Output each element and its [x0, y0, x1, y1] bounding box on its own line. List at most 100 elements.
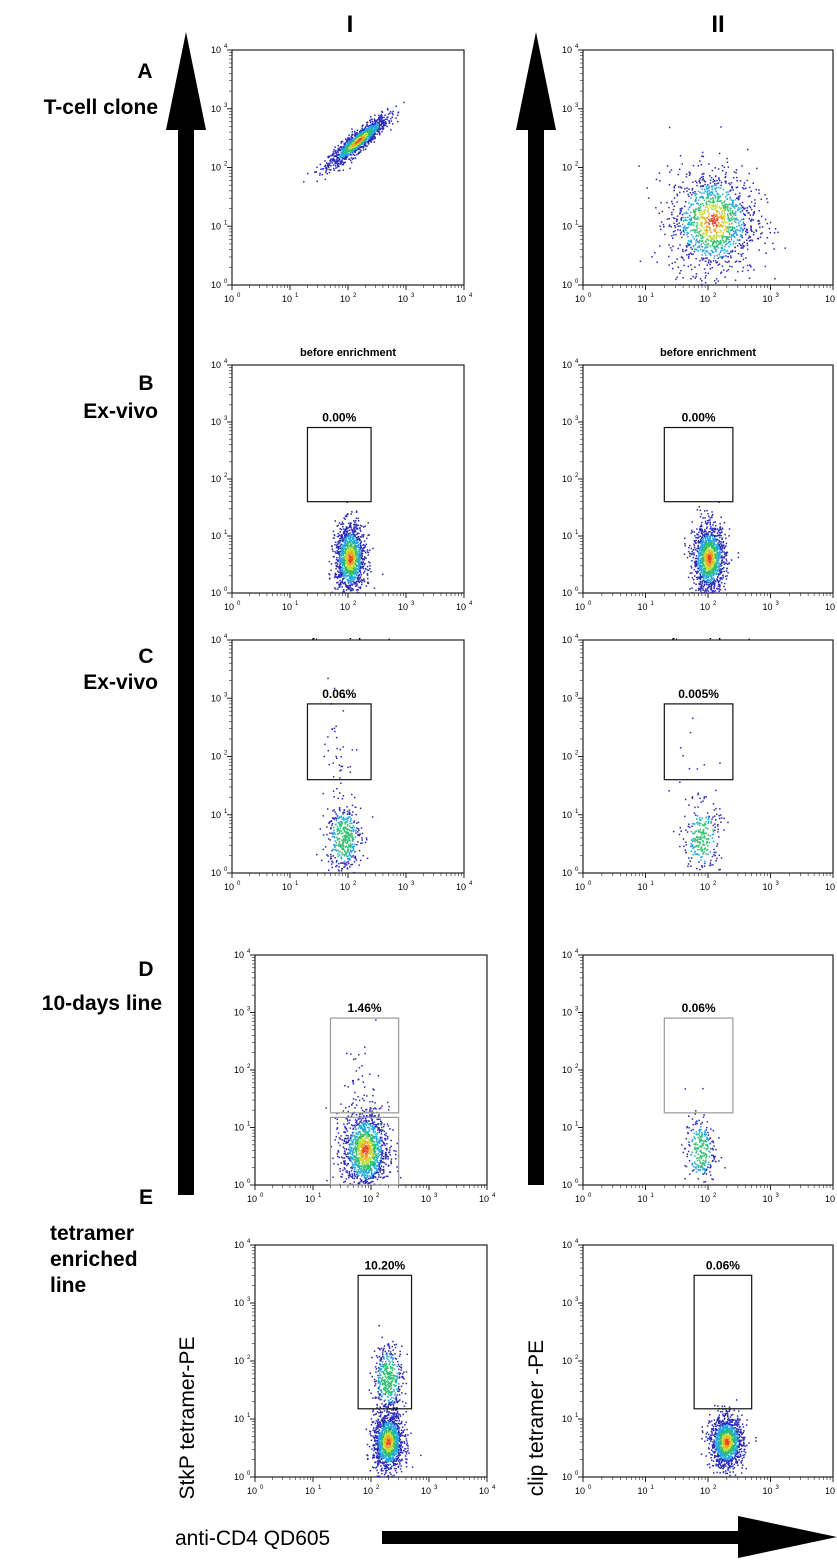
event-dot: [720, 242, 722, 245]
event-dot: [345, 537, 347, 539]
event-dot: [760, 198, 762, 201]
event-dot: [720, 543, 722, 545]
event-dot: [699, 160, 701, 162]
event-dot: [709, 530, 711, 533]
event-dot: [668, 206, 670, 209]
event-dot: [677, 173, 679, 176]
event-dot: [714, 521, 716, 523]
event-dot: [340, 598, 342, 600]
event-dot: [334, 146, 336, 148]
event-dot: [343, 532, 346, 535]
event-dot: [359, 144, 361, 147]
event-dot: [367, 561, 370, 563]
event-dot: [349, 542, 352, 544]
event-dot: [706, 216, 708, 219]
event-dot: [728, 182, 730, 185]
event-dot: [731, 249, 734, 252]
event-dot: [359, 148, 361, 151]
event-dot: [349, 159, 352, 162]
event-dot: [703, 179, 705, 182]
event-dot: [353, 520, 355, 522]
event-dot: [364, 126, 367, 128]
event-dot: [695, 555, 698, 557]
event-dot: [369, 131, 371, 134]
event-dot: [671, 235, 673, 237]
event-dot: [351, 542, 354, 544]
event-dot: [319, 163, 322, 166]
event-dot: [742, 229, 744, 231]
event-dot: [354, 611, 356, 613]
event-dot: [351, 151, 353, 153]
event-dot: [320, 168, 322, 171]
event-dot: [359, 566, 361, 569]
event-dot: [345, 550, 347, 552]
event-dot: [345, 577, 347, 579]
event-dot: [348, 578, 350, 580]
event-dot: [745, 233, 747, 236]
event-dot: [341, 535, 343, 537]
event-dot: [709, 182, 712, 184]
event-dot: [359, 151, 362, 153]
event-dot: [336, 159, 338, 161]
event-dot: [348, 541, 350, 544]
event-dot: [760, 215, 763, 218]
event-dot: [734, 279, 737, 281]
event-dot: [349, 566, 351, 568]
event-dot: [710, 532, 713, 534]
event-dot: [333, 149, 335, 151]
event-dot: [350, 553, 352, 555]
event-dot: [383, 120, 385, 122]
event-dot: [363, 563, 366, 566]
event-dot: [720, 239, 722, 242]
event-dot: [706, 565, 708, 567]
event-dot: [386, 116, 388, 119]
event-dot: [355, 523, 358, 525]
event-dot: [339, 569, 341, 572]
event-dot: [713, 205, 715, 207]
event-dot: [350, 154, 352, 156]
event-dot: [693, 250, 696, 253]
event-dot: [710, 218, 712, 220]
event-dot: [346, 532, 348, 535]
event-dot: [670, 169, 673, 171]
event-dot: [357, 542, 359, 544]
event-dot: [672, 208, 675, 211]
event-dot: [719, 552, 721, 555]
event-dot: [727, 216, 729, 218]
event-dot: [720, 546, 722, 548]
event-dot: [354, 523, 356, 526]
event-dot: [703, 531, 705, 533]
event-dot: [356, 538, 359, 540]
event-dot: [717, 280, 720, 282]
event-dot: [341, 164, 343, 166]
event-dot: [345, 526, 348, 528]
event-dot: [698, 233, 700, 235]
event-dot: [736, 245, 739, 247]
event-dot: [720, 247, 722, 249]
event-dot: [676, 258, 678, 260]
event-dot: [350, 540, 353, 542]
event-dot: [683, 231, 686, 233]
event-dot: [766, 198, 768, 200]
event-dot: [764, 194, 766, 196]
event-dot: [366, 134, 368, 137]
event-dot: [742, 243, 744, 245]
event-dot: [700, 185, 702, 187]
event-dot: [339, 550, 342, 553]
event-dot: [340, 523, 342, 525]
event-dot: [689, 301, 691, 303]
event-dot: [703, 199, 706, 201]
event-dot: [705, 247, 707, 249]
event-dot: [351, 144, 353, 147]
event-dot: [703, 557, 706, 559]
event-dot: [357, 148, 360, 151]
event-dot: [711, 545, 713, 547]
event-dot: [733, 214, 735, 216]
event-dot: [361, 563, 364, 565]
event-dot: [743, 225, 745, 227]
event-dot: [724, 205, 726, 208]
y-tick-label: 10: [562, 163, 572, 173]
event-dot: [698, 180, 700, 183]
event-dot: [337, 151, 339, 154]
